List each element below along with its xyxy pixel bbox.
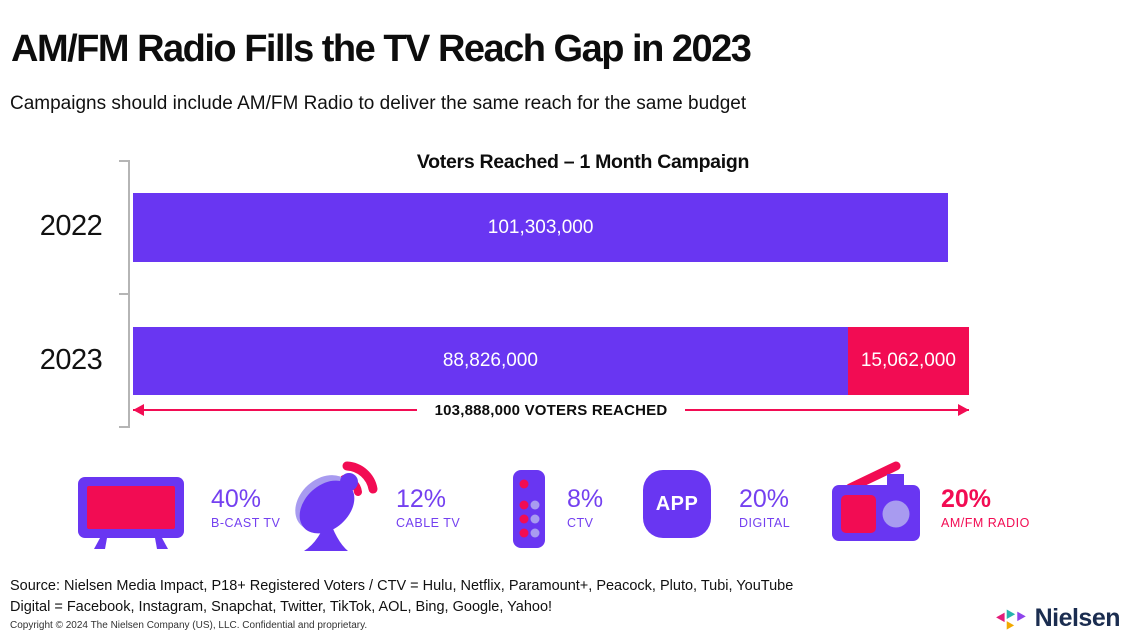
copyright-note: Copyright © 2024 The Nielsen Company (US…	[10, 620, 368, 631]
bar-2023: 88,826,000 15,062,000	[133, 327, 969, 395]
radio-icon	[832, 461, 920, 541]
stat-percent: 8%	[567, 485, 604, 513]
bar-value-label: 88,826,000	[442, 350, 538, 371]
stat-amfm-radio: 20% AM/FM RADIO	[941, 485, 1030, 530]
bar-segment-radio-2023: 15,062,000	[847, 327, 969, 395]
page-title: AM/FM Radio Fills the TV Reach Gap in 20…	[11, 28, 752, 70]
remote-icon	[513, 470, 545, 548]
stat-percent: 12%	[396, 485, 447, 513]
total-reach-label: 103,888,000 VOTERS REACHED	[434, 401, 668, 419]
satellite-dish-icon	[295, 461, 378, 551]
axis-tick	[119, 426, 129, 428]
axis-tick	[119, 160, 129, 162]
nielsen-logo-icon	[995, 608, 1026, 630]
stat-label: DIGITAL	[739, 515, 791, 530]
stat-percent: 40%	[211, 485, 262, 513]
stat-ctv: 8% CTV	[567, 485, 604, 530]
bar-value-label: 15,062,000	[860, 350, 956, 371]
nielsen-logo: Nielsen	[994, 604, 1121, 633]
stat-cable-tv: 12% CABLE TV	[396, 485, 461, 530]
arrow-head-right-icon	[958, 404, 969, 416]
bar-segment-tv-2022: 101,303,000	[133, 193, 949, 262]
category-label-2022: 2022	[39, 210, 103, 242]
app-icon: APP	[643, 470, 711, 538]
source-note: Source: Nielsen Media Impact, P18+ Regis…	[10, 576, 793, 618]
stat-label: CTV	[567, 515, 594, 530]
page-subtitle: Campaigns should include AM/FM Radio to …	[10, 93, 747, 114]
stat-label: CABLE TV	[396, 515, 461, 530]
axis-tick	[119, 293, 129, 295]
source-line-2: Digital = Facebook, Instagram, Snapchat,…	[10, 599, 553, 615]
stat-percent: 20%	[739, 485, 790, 513]
arrow-line-right	[685, 404, 969, 416]
bar-segment-tv-2023: 88,826,000	[133, 327, 848, 395]
bar-value-label: 101,303,000	[487, 216, 594, 238]
stat-bcast-tv: 40% B-CAST TV	[211, 485, 281, 530]
total-reach-annotation: 103,888,000 VOTERS REACHED	[133, 401, 969, 419]
tv-icon	[78, 477, 184, 549]
stat-label: AM/FM RADIO	[941, 515, 1030, 530]
stat-percent: 20%	[941, 485, 992, 513]
app-icon-text: APP	[655, 492, 699, 515]
arrow-head-left-icon	[133, 404, 144, 416]
arrow-line-left	[133, 404, 417, 416]
chart-title: Voters Reached – 1 Month Campaign	[416, 151, 750, 173]
y-axis-line	[128, 160, 130, 428]
stat-digital: 20% DIGITAL	[739, 485, 791, 530]
category-label-2023: 2023	[39, 344, 103, 376]
source-line-1: Source: Nielsen Media Impact, P18+ Regis…	[10, 578, 794, 594]
bar-2022: 101,303,000	[133, 193, 969, 262]
stat-label: B-CAST TV	[211, 515, 281, 530]
nielsen-logo-text: Nielsen	[1034, 604, 1121, 632]
